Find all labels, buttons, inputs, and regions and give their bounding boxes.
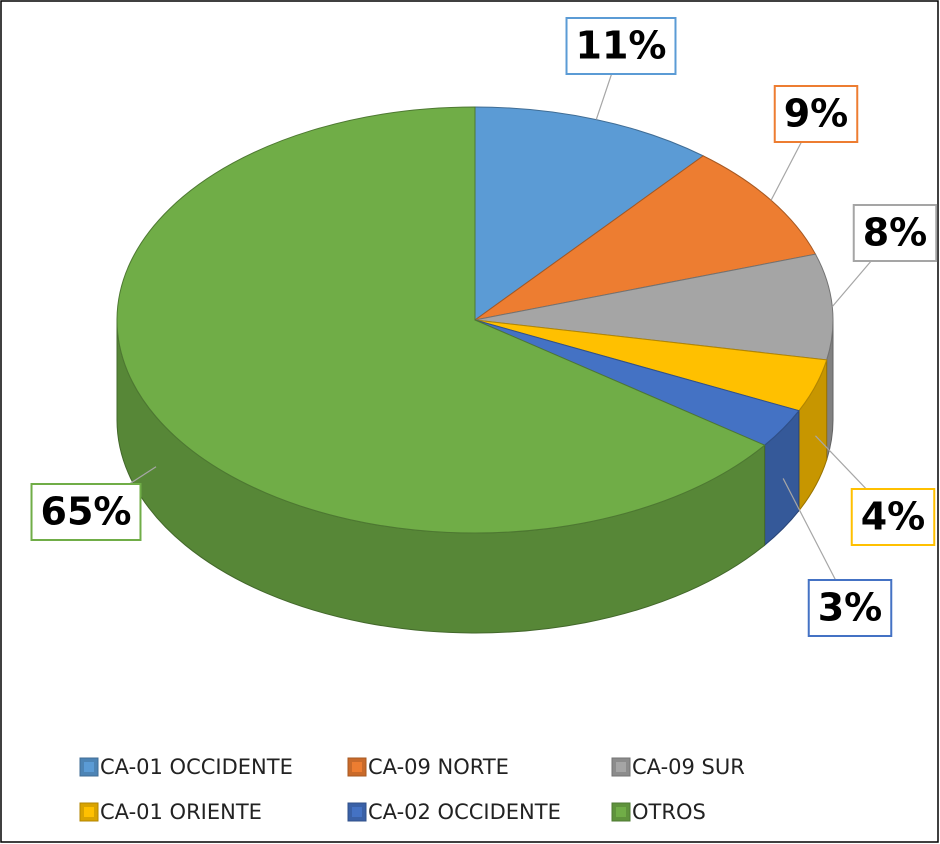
data-label-box	[852, 204, 938, 262]
legend-swatch-inner	[352, 807, 362, 817]
legend-label: CA-01 OCCIDENTE	[100, 755, 293, 779]
data-label: 65%	[41, 490, 132, 534]
legend-swatch-inner	[616, 807, 626, 817]
data-label: 3%	[818, 586, 883, 630]
legend-swatch-inner	[616, 762, 626, 772]
pie-slice	[116, 106, 766, 534]
data-label-box	[565, 17, 677, 75]
legend-label: OTROS	[632, 800, 706, 824]
data-label: 8%	[863, 211, 928, 255]
data-label-box	[773, 85, 859, 143]
data-label: 4%	[861, 495, 926, 539]
data-label: 9%	[784, 92, 849, 136]
pie-slice	[474, 106, 705, 321]
legend-label: CA-02 OCCIDENTE	[368, 800, 561, 824]
data-label-box	[850, 488, 936, 546]
pie-slice	[474, 155, 817, 321]
legend-swatch-inner	[84, 807, 94, 817]
legend-swatch-inner	[352, 762, 362, 772]
legend-label: CA-09 NORTE	[368, 755, 509, 779]
legend-label: CA-09 SUR	[632, 755, 745, 779]
legend-label: CA-01 ORIENTE	[100, 800, 262, 824]
data-label-box	[807, 579, 893, 637]
legend-swatch-inner	[84, 762, 94, 772]
data-label: 11%	[576, 24, 667, 68]
data-label-box	[30, 483, 142, 541]
